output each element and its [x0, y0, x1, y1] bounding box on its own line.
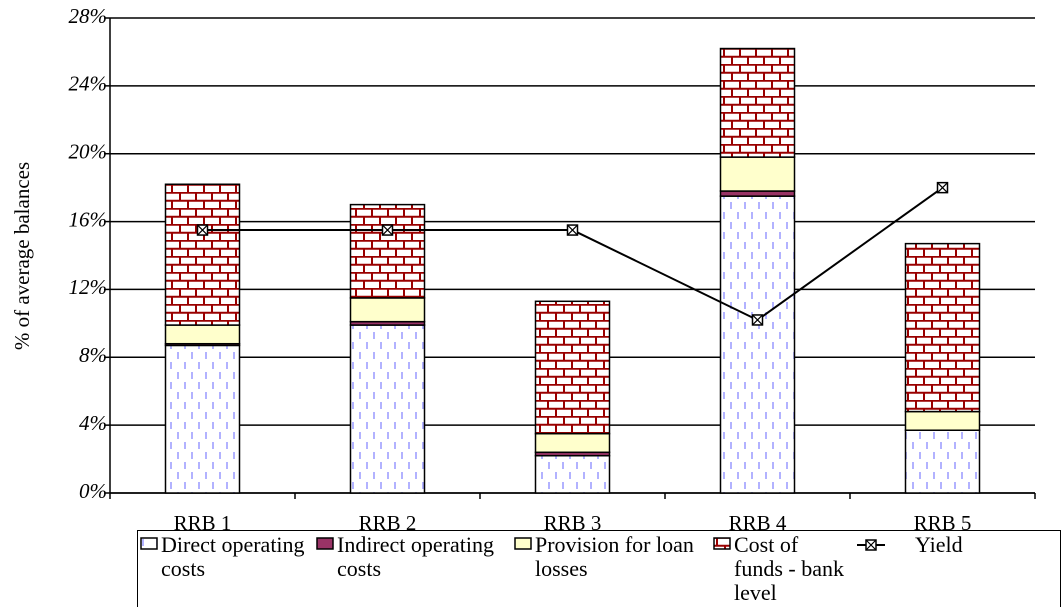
legend-item: Cost of funds - bank level — [713, 533, 848, 605]
marker — [865, 539, 877, 551]
legend-item: Direct operating costs — [140, 533, 310, 581]
bar-segment — [719, 47, 796, 158]
legend-swatch — [140, 537, 158, 550]
y-tick-label: 12% — [69, 275, 108, 299]
x-tick-label: RRB 2 — [359, 511, 417, 530]
bar-segment — [534, 300, 611, 435]
bar-segment — [719, 195, 796, 494]
legend-item: Indirect operating costs — [316, 533, 506, 581]
x-tick-label: RRB 4 — [729, 511, 787, 530]
legend-label: Cost of funds - bank level — [734, 532, 844, 605]
legend-label: Yield — [915, 532, 963, 557]
y-tick-label: 0% — [79, 479, 107, 503]
marker — [196, 224, 209, 236]
legend-swatch — [514, 537, 532, 550]
y-tick-label: 28% — [69, 4, 108, 28]
y-tick-label: 24% — [69, 72, 108, 96]
line — [202, 186, 944, 322]
y-tick-label: 4% — [79, 411, 107, 435]
legend-item: Yield — [855, 533, 1055, 557]
marker — [381, 224, 394, 236]
x-tick-label: RRB 3 — [544, 511, 602, 530]
y-axis-label: % of average balances — [10, 162, 34, 350]
marker — [566, 224, 579, 236]
legend-label: Direct operating costs — [161, 532, 305, 581]
bar-segment — [164, 183, 241, 326]
bar-segment — [719, 156, 796, 192]
legend-label: Provision for loan losses — [535, 532, 694, 581]
bar-segment — [164, 344, 241, 494]
y-tick-label: 8% — [79, 343, 107, 367]
y-tick-label: 20% — [69, 140, 108, 164]
x-tick-label: RRB 5 — [914, 511, 972, 530]
bar-segment — [719, 190, 796, 197]
legend-label: Indirect operating costs — [337, 532, 494, 581]
bar-segment — [349, 203, 426, 299]
bar-segment — [349, 297, 426, 323]
legend-swatch — [857, 539, 885, 551]
marker — [751, 314, 764, 326]
x-tick-label: RRB 1 — [174, 511, 232, 530]
bar-segment — [534, 432, 611, 454]
legend-swatch — [713, 537, 731, 550]
bar-segment — [904, 410, 981, 431]
bar-segment — [164, 324, 241, 345]
chart: % of average balances 0% 4% 8% 12% 16% 20% 24%… — [10, 4, 1036, 535]
bar-segment — [904, 242, 981, 413]
bar-segment — [904, 429, 981, 494]
legend: Direct operating costs Indirect operating… — [137, 530, 1061, 607]
bar-segment — [349, 324, 426, 494]
legend-swatch — [316, 537, 334, 550]
marker — [936, 181, 949, 194]
y-tick-label: 16% — [69, 207, 108, 231]
bar-segment — [534, 454, 611, 494]
legend-item: Provision for loan losses — [514, 533, 704, 581]
